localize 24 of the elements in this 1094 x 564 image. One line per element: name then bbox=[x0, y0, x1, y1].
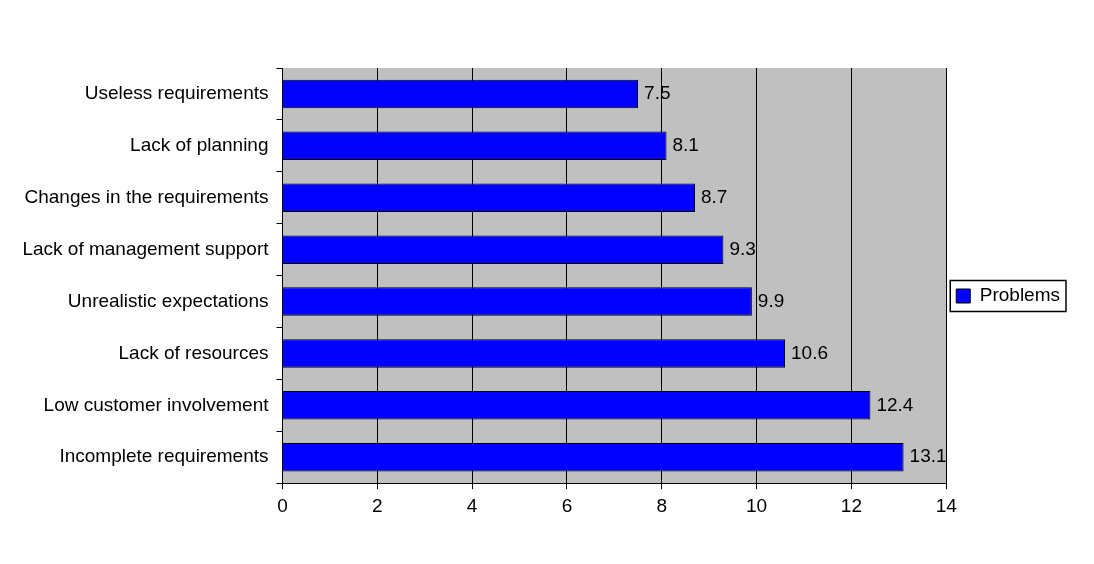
data-label: 8.7 bbox=[700, 185, 728, 207]
y-tick-label: Lack of planning bbox=[130, 134, 269, 156]
y-tick-label: Changes in the requirements bbox=[24, 185, 269, 207]
data-label: 9.3 bbox=[729, 237, 756, 259]
y-tick-label: Unrealistic expectations bbox=[67, 289, 269, 311]
x-tick-label: 10 bbox=[746, 494, 768, 516]
y-tick-label: Useless requirements bbox=[84, 82, 269, 104]
y-tick-label: Lack of resources bbox=[118, 341, 269, 363]
x-tick-label: 12 bbox=[840, 494, 862, 516]
x-tick-label: 8 bbox=[656, 494, 668, 516]
x-tick-label: 14 bbox=[935, 494, 958, 516]
x-tick-label: 6 bbox=[561, 494, 573, 516]
data-label: 13.1 bbox=[909, 445, 947, 467]
data-label: 9.9 bbox=[757, 289, 785, 311]
x-tick-label: 0 bbox=[277, 494, 288, 516]
y-tick-label: Low customer involvement bbox=[43, 393, 270, 415]
x-tick-label: 4 bbox=[466, 494, 478, 516]
y-tick-label: Incomplete requirements bbox=[59, 445, 269, 467]
legend-label: Problems bbox=[979, 284, 1060, 306]
y-tick-label: Lack of management support bbox=[22, 237, 270, 259]
data-label: 8.1 bbox=[672, 134, 699, 156]
data-label: 12.4 bbox=[876, 393, 914, 415]
data-label: 10.6 bbox=[791, 341, 829, 363]
x-tick-label: 2 bbox=[372, 494, 383, 516]
